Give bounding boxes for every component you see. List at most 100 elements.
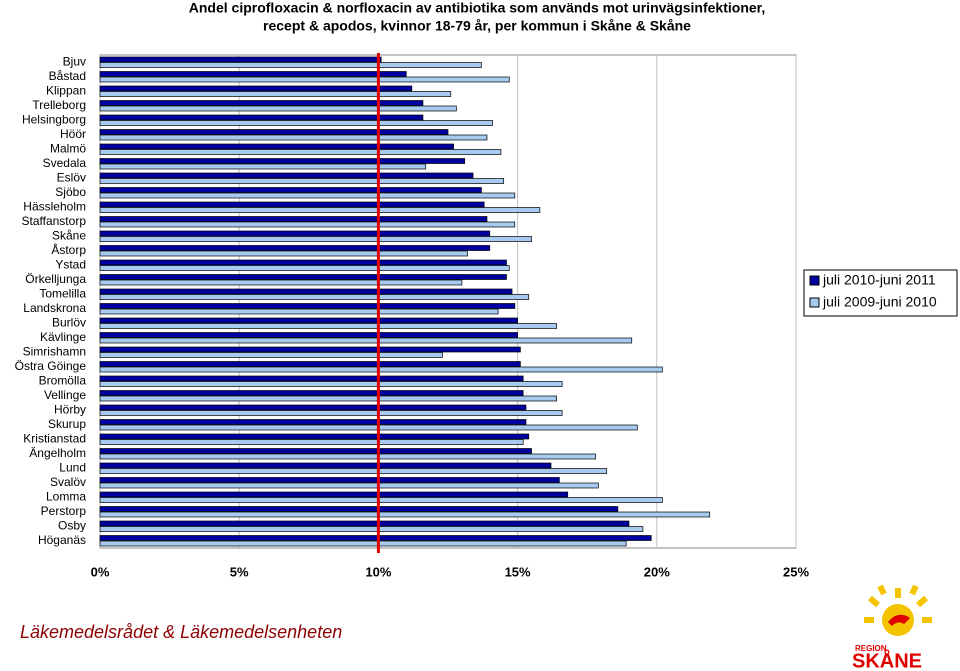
- legend-box: [803, 269, 958, 317]
- y-tick-label: Kävlinge: [40, 330, 86, 344]
- y-tick-label: Helsingborg: [22, 112, 86, 126]
- bar: [99, 526, 644, 532]
- bar: [99, 62, 482, 68]
- bar: [99, 404, 527, 411]
- bar: [99, 419, 527, 425]
- logo-name: SKÅNE: [852, 648, 922, 671]
- bar: [99, 201, 485, 208]
- y-tick-label: Bromölla: [39, 373, 87, 387]
- legend-label: juli 2009-juni 2010: [822, 294, 937, 310]
- y-tick-label: Svedala: [43, 156, 87, 170]
- bar: [99, 236, 532, 242]
- bar: [99, 540, 627, 547]
- bar: [99, 71, 407, 77]
- bar: [99, 511, 711, 518]
- y-tick-label: Simrishamn: [23, 344, 86, 358]
- bar: [99, 149, 502, 155]
- x-tick-label: 25%: [783, 564, 809, 579]
- bar: [99, 221, 516, 228]
- bar: [99, 346, 521, 353]
- bar: [99, 250, 468, 257]
- y-tick-label: Klippan: [46, 83, 86, 97]
- y-tick-label: Ängelholm: [29, 446, 86, 460]
- legend-label: juli 2010-juni 2011: [822, 272, 936, 288]
- bar: [99, 332, 518, 338]
- legend-swatch: [809, 275, 820, 286]
- bar: [99, 468, 608, 474]
- y-tick-label: Kristianstad: [23, 431, 86, 445]
- y-tick-label: Vellinge: [44, 388, 86, 402]
- bar: [99, 375, 524, 382]
- bar: [99, 192, 516, 199]
- bar: [99, 120, 493, 126]
- chart-subtitle: recept & apodos, kvinnor 18-79 år, per k…: [263, 18, 691, 34]
- y-tick-label: Bjuv: [63, 54, 86, 68]
- bar: [99, 76, 510, 83]
- bar: [99, 129, 449, 135]
- bar: [99, 323, 557, 329]
- bar: [99, 366, 663, 373]
- bar: [99, 482, 599, 489]
- bar: [99, 134, 488, 141]
- y-tick-label: Trelleborg: [32, 98, 86, 112]
- y-tick-label: Eslöv: [57, 170, 86, 184]
- bar: [99, 288, 513, 295]
- y-tick-label: Lomma: [46, 489, 86, 503]
- bar: [99, 207, 541, 213]
- y-tick-label: Östra Göinge: [15, 359, 87, 373]
- bar: [99, 439, 524, 445]
- x-tick-label: 0%: [91, 564, 110, 579]
- bar: [99, 453, 596, 460]
- bar: [99, 259, 507, 266]
- logo-region: REGION: [855, 644, 887, 653]
- bar: [99, 424, 638, 431]
- y-tick-label: Ystad: [55, 257, 86, 271]
- y-tick-label: Tomelilla: [39, 286, 86, 300]
- logo-rays: [864, 584, 932, 623]
- bar: [99, 395, 557, 402]
- bar: [99, 163, 427, 170]
- bar: [99, 433, 530, 440]
- y-tick-label: Sjöbo: [55, 185, 86, 199]
- bar: [99, 303, 516, 309]
- bar: [99, 56, 382, 63]
- bar: [99, 91, 452, 97]
- bar: [99, 308, 499, 315]
- y-tick-label: Örkelljunga: [25, 272, 86, 286]
- y-tick-label: Perstorp: [41, 504, 87, 518]
- bar: [99, 172, 474, 179]
- y-tick-label: Hörby: [54, 402, 86, 416]
- x-tick-label: 10%: [365, 564, 391, 579]
- footer: Läkemedelsrådet & Läkemedelsenheten: [20, 622, 342, 642]
- bar: [99, 265, 510, 271]
- bar: [99, 497, 663, 503]
- y-tick-label: Osby: [58, 518, 86, 532]
- bar: [99, 105, 457, 112]
- bar: [99, 143, 454, 150]
- y-tick-label: Hässleholm: [23, 199, 86, 213]
- y-tick-label: Malmö: [50, 141, 86, 155]
- bar: [99, 361, 521, 367]
- bar: [99, 216, 488, 222]
- bar: [99, 477, 560, 483]
- y-tick-label: Landskrona: [23, 301, 86, 315]
- y-tick-label: Svalöv: [50, 475, 86, 489]
- bar: [99, 245, 491, 251]
- legend-swatch: [809, 297, 820, 308]
- bar: [99, 352, 443, 358]
- x-tick-label: 20%: [644, 564, 670, 579]
- bar: [99, 491, 569, 498]
- bar: [99, 158, 466, 164]
- chart-title: Andel ciprofloxacin & norfloxacin av ant…: [189, 0, 765, 16]
- y-tick-label: Höganäs: [38, 533, 86, 547]
- logo: REGION SKÅNE: [852, 584, 932, 671]
- bar: [99, 114, 424, 121]
- bar: [99, 317, 518, 324]
- y-tick-label: Burlöv: [52, 315, 86, 329]
- bar: [99, 448, 532, 454]
- plot-area: [99, 54, 797, 549]
- bar: [99, 410, 563, 416]
- y-tick-label: Åstorp: [51, 242, 86, 257]
- bar: [99, 381, 563, 387]
